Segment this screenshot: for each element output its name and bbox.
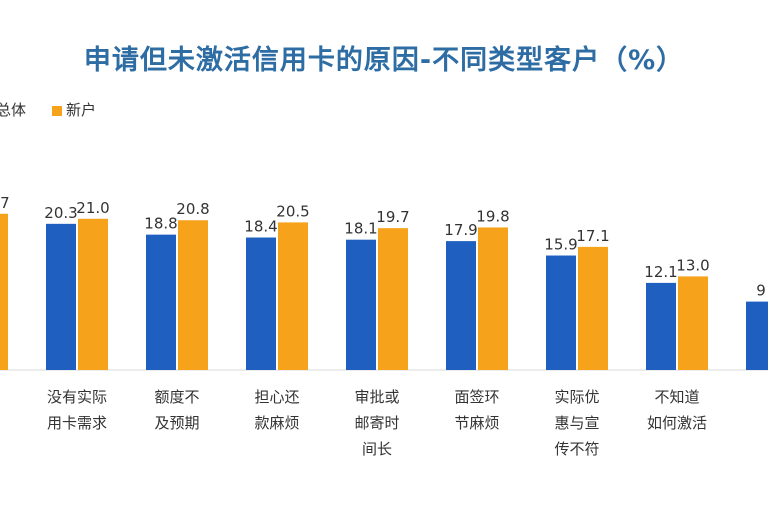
category-label-2-line-1: 及预期 [154, 414, 199, 432]
category-label-4-line-0: 审批或 [354, 388, 399, 406]
value-label-total-5: 17.9 [444, 221, 477, 239]
legend-label-new: 新户 [66, 101, 97, 119]
bar-total-5 [446, 241, 476, 370]
bar-total-8 [746, 301, 768, 370]
value-label-total-7: 12.1 [644, 263, 677, 281]
value-label-new-7: 13.0 [676, 256, 709, 274]
bar-new-0 [0, 213, 8, 370]
value-label-total-3: 18.4 [244, 218, 277, 236]
bar-total-1 [46, 223, 76, 370]
bar-new-2 [178, 220, 208, 370]
value-label-total-1: 20.3 [44, 204, 77, 222]
legend-item-new: 新户 [52, 99, 96, 120]
bar-new-6 [578, 246, 608, 370]
bar-total-6 [546, 255, 576, 370]
value-label-new-6: 17.1 [576, 227, 609, 245]
category-label-5-line-1: 节麻烦 [454, 414, 499, 432]
value-label-new-2: 20.8 [176, 200, 209, 218]
bar-new-1 [78, 218, 108, 370]
bar-total-7 [646, 282, 676, 370]
chart-title: 申请但未激活信用卡的原因-不同类型客户（%） [83, 45, 685, 76]
category-label-6-line-2: 传不符 [554, 440, 599, 458]
value-label-new-4: 19.7 [376, 208, 409, 226]
bar-new-3 [278, 222, 308, 370]
value-label-total-4: 18.1 [344, 220, 377, 238]
value-label-new-0: 21.7 [0, 194, 10, 212]
category-label-4-line-1: 邮寄时 [354, 414, 399, 432]
value-label-new-5: 19.8 [476, 207, 509, 225]
category-label-7-line-0: 不知道 [654, 388, 699, 406]
legend-item-total: 总体 [0, 99, 26, 120]
category-label-1-line-0: 没有实际 [47, 388, 107, 406]
bar-new-5 [478, 227, 508, 370]
category-label-6-line-0: 实际优 [554, 388, 599, 406]
category-label-1-line-1: 用卡需求 [47, 414, 107, 432]
value-label-total-6: 15.9 [544, 236, 577, 254]
category-label-5-line-0: 面签环 [454, 388, 499, 406]
legend-swatch-new [52, 105, 62, 116]
value-label-total-8: 9 [756, 282, 766, 300]
category-label-2-line-0: 额度不 [154, 388, 199, 406]
category-label-4-line-2: 间长 [362, 440, 392, 458]
category-label-3-line-1: 款麻烦 [254, 414, 299, 432]
bar-total-2 [146, 234, 176, 370]
category-label-3-line-0: 担心还 [254, 388, 299, 406]
bar-new-4 [378, 228, 408, 370]
bar-new-7 [678, 276, 708, 370]
bar-total-3 [246, 237, 276, 370]
value-label-new-1: 21.0 [76, 199, 109, 217]
legend-label-total: 总体 [0, 101, 27, 119]
category-label-6-line-1: 惠与宣 [554, 414, 599, 432]
bar-total-4 [346, 239, 376, 370]
category-label-7-line-1: 如何激活 [647, 414, 707, 432]
value-label-new-3: 20.5 [276, 202, 309, 220]
value-label-total-2: 18.8 [144, 215, 177, 233]
